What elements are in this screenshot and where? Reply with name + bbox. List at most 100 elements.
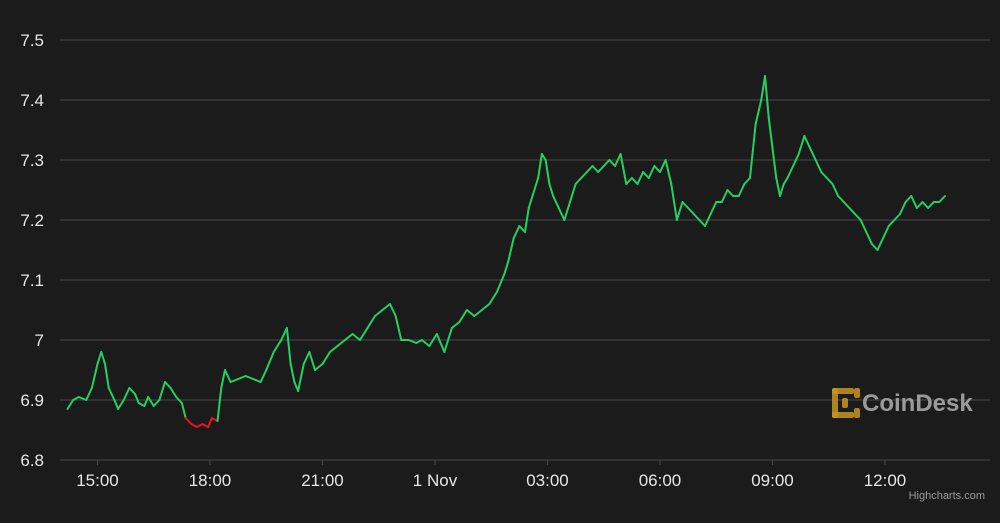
x-tick-label: 1 Nov [413, 471, 458, 490]
price-line-segment [831, 183, 840, 197]
price-line-segment [775, 177, 781, 197]
price-line-segment [85, 387, 93, 401]
price-line-segment [636, 171, 645, 185]
price-line-segment [297, 363, 305, 392]
price-line-segment [659, 159, 667, 173]
price-line-segment [96, 351, 103, 365]
price-line-segment [66, 399, 75, 410]
x-tick-label: 12:00 [864, 471, 907, 490]
x-tick-label: 09:00 [751, 471, 794, 490]
price-line-segment [359, 327, 369, 341]
price-line-segment [518, 225, 526, 233]
price-line-segment [420, 339, 431, 347]
price-line-segment [779, 183, 785, 197]
price-line-segment [899, 201, 907, 215]
y-tick-label: 7.5 [20, 31, 44, 50]
price-line-segment [704, 213, 712, 227]
price-line-segment [137, 402, 146, 407]
price-line-segment [619, 153, 628, 185]
logo-block [832, 388, 854, 394]
price-line-segment [797, 135, 806, 155]
price-line-segment [473, 309, 483, 317]
price-line-segment [786, 165, 795, 179]
price-line-segment [720, 189, 729, 203]
price-line-segment [344, 333, 354, 341]
price-line-segment [809, 147, 817, 161]
price-line-segment [435, 333, 446, 353]
price-line-segment [870, 243, 879, 251]
price-line-segment [229, 378, 240, 383]
y-tick-label: 6.8 [20, 451, 44, 470]
price-line-segment [537, 153, 543, 179]
price-line-segment [820, 171, 828, 179]
logo-block [832, 412, 854, 418]
price-line-segment [428, 333, 438, 347]
price-line-segment [394, 315, 403, 341]
x-axis: 15:00 18:00 21:00 1 Nov 03:00 06:00 09:00 12:00 [76, 460, 906, 490]
price-line-segment [201, 423, 210, 428]
price-line-segment [158, 381, 166, 401]
price-line-segment [557, 207, 566, 221]
price-line-segment [865, 231, 873, 245]
price-line-segment [630, 177, 639, 185]
x-tick-label: 21:00 [301, 471, 344, 490]
price-line-segment [675, 201, 684, 221]
price-line-segment [465, 309, 476, 317]
price-line-segment [580, 171, 588, 179]
price-line-segment [113, 399, 120, 410]
price-line-segment [458, 309, 468, 323]
price-line-segment [224, 369, 232, 383]
price-line-segment [147, 396, 155, 407]
price-line-segment [512, 225, 521, 239]
price-line-segment [117, 399, 125, 410]
price-line-segment [743, 177, 751, 185]
price-line-segment [754, 99, 763, 125]
y-tick-label: 7.4 [20, 91, 44, 110]
price-line-segment [259, 369, 268, 383]
price-line-segment [169, 387, 178, 398]
price-line-segment [252, 378, 262, 383]
price-line-segment [563, 201, 571, 221]
price-line-segment [602, 159, 611, 167]
y-tick-label: 7.3 [20, 151, 44, 170]
x-tick-label: 18:00 [189, 471, 232, 490]
price-line-segment [642, 171, 650, 179]
price-line-segment [749, 123, 757, 179]
price-line-segment [842, 201, 851, 209]
price-line-segment [443, 327, 453, 353]
x-tick-label: 15:00 [76, 471, 119, 490]
price-line-segment [854, 213, 862, 221]
price-line-segment [244, 375, 255, 380]
coindesk-logo: CoinDesk [832, 388, 973, 418]
price-line-segment [272, 339, 283, 353]
price-line-segment [195, 423, 204, 428]
price-line-segment [792, 153, 800, 167]
price-line-segment [351, 333, 361, 341]
price-line-segment [527, 195, 534, 209]
highcharts-credit[interactable]: Highcharts.com [909, 490, 985, 502]
price-line-segment [544, 159, 551, 185]
logo-block [832, 388, 838, 418]
price-line-segment [308, 351, 316, 371]
price-line-segment [927, 201, 935, 209]
price-line-segment [488, 291, 498, 305]
price-line-segment [143, 396, 150, 407]
price-line-segment [814, 159, 823, 173]
price-line-segment [670, 183, 678, 221]
logo-block [854, 388, 860, 398]
coindesk-logo-icon [832, 388, 860, 418]
price-line-segment [709, 201, 718, 215]
price-line-segment [767, 117, 774, 149]
price-line-segment [104, 363, 110, 389]
y-tick-label: 7.1 [20, 271, 44, 290]
price-line-segment [100, 351, 106, 365]
price-line-segment [837, 195, 845, 203]
price-line-segment [876, 237, 885, 251]
price-line-segment [285, 327, 292, 365]
price-line-segment [726, 189, 735, 197]
price-line-segment [407, 339, 418, 344]
price-line-segment [184, 417, 193, 425]
y-tick-label: 6.9 [20, 391, 44, 410]
price-line-segment [237, 375, 247, 380]
price-line-segment [848, 207, 856, 215]
